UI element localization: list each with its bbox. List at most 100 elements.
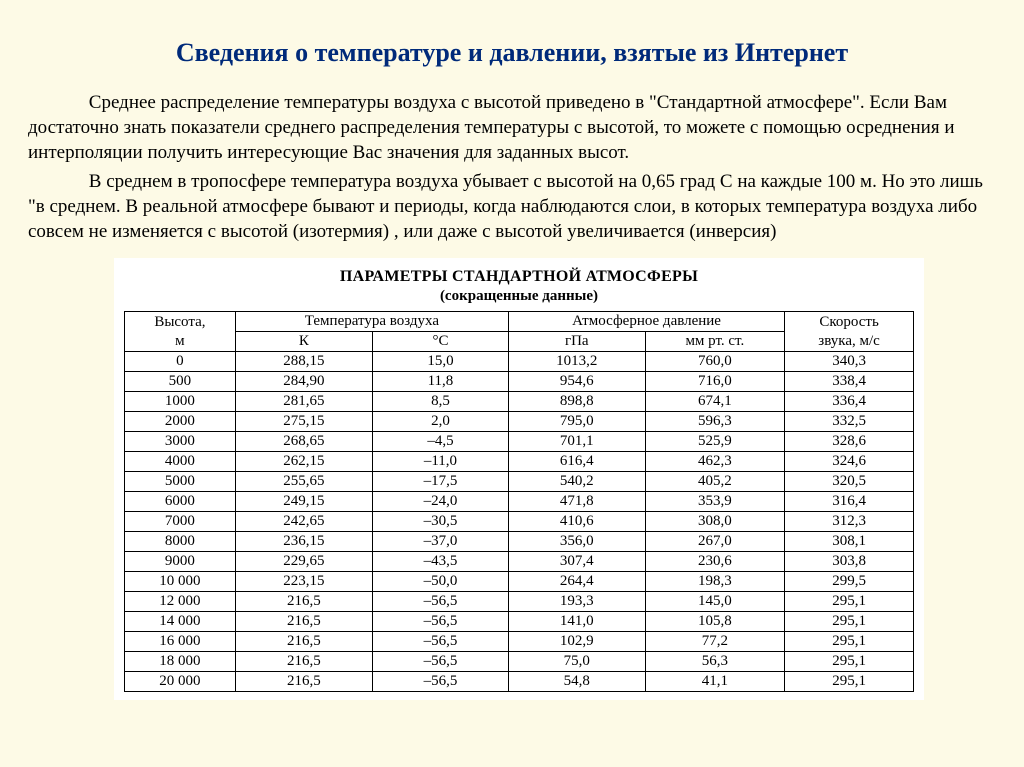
table-cell: 11,8 — [372, 372, 508, 392]
table-cell: 15,0 — [372, 352, 508, 372]
table-cell: 12 000 — [125, 592, 236, 612]
table-cell: 10 000 — [125, 572, 236, 592]
table-cell: 4000 — [125, 452, 236, 472]
table-cell: 1013,2 — [508, 352, 645, 372]
table-cell: 216,5 — [235, 612, 372, 632]
th-sound-1: Скорость — [785, 312, 914, 332]
table-cell: 105,8 — [645, 612, 785, 632]
table-cell: –56,5 — [372, 612, 508, 632]
table-row: 14 000216,5–56,5141,0105,8295,1 — [125, 612, 914, 632]
table-cell: –17,5 — [372, 472, 508, 492]
table-cell: 1000 — [125, 392, 236, 412]
table-cell: –56,5 — [372, 592, 508, 612]
table-cell: 77,2 — [645, 632, 785, 652]
table-cell: 216,5 — [235, 632, 372, 652]
table-cell: 249,15 — [235, 492, 372, 512]
table-cell: 54,8 — [508, 672, 645, 692]
table-row: 9000229,65–43,5307,4230,6303,8 — [125, 552, 914, 572]
table-cell: 2000 — [125, 412, 236, 432]
table-cell: 56,3 — [645, 652, 785, 672]
table-cell: 462,3 — [645, 452, 785, 472]
intro-para-1: Среднее распределение температуры воздух… — [28, 90, 996, 165]
table-row: 500284,9011,8954,6716,0338,4 — [125, 372, 914, 392]
table-cell: –11,0 — [372, 452, 508, 472]
table-row: 2000275,152,0795,0596,3332,5 — [125, 412, 914, 432]
table-cell: 336,4 — [785, 392, 914, 412]
table-row: 3000268,65–4,5701,1525,9328,6 — [125, 432, 914, 452]
table-cell: 8,5 — [372, 392, 508, 412]
table-cell: 616,4 — [508, 452, 645, 472]
table-cell: 281,65 — [235, 392, 372, 412]
table-cell: 540,2 — [508, 472, 645, 492]
table-cell: 3000 — [125, 432, 236, 452]
table-cell: 295,1 — [785, 672, 914, 692]
table-cell: –4,5 — [372, 432, 508, 452]
table-cell: 716,0 — [645, 372, 785, 392]
table-body: 0288,1515,01013,2760,0340,3500284,9011,8… — [125, 352, 914, 692]
table-cell: 75,0 — [508, 652, 645, 672]
table-cell: 8000 — [125, 532, 236, 552]
table-cell: 229,65 — [235, 552, 372, 572]
table-cell: 262,15 — [235, 452, 372, 472]
table-cell: 16 000 — [125, 632, 236, 652]
table-cell: 674,1 — [645, 392, 785, 412]
table-row: 8000236,15–37,0356,0267,0308,1 — [125, 532, 914, 552]
page-container: Сведения о температуре и давлении, взяты… — [0, 0, 1024, 720]
table-cell: 145,0 — [645, 592, 785, 612]
table-cell: 288,15 — [235, 352, 372, 372]
table-cell: 338,4 — [785, 372, 914, 392]
table-cell: 102,9 — [508, 632, 645, 652]
table-cell: 410,6 — [508, 512, 645, 532]
table-cell: 230,6 — [645, 552, 785, 572]
table-cell: 312,3 — [785, 512, 914, 532]
table-cell: 242,65 — [235, 512, 372, 532]
table-cell: –56,5 — [372, 632, 508, 652]
table-cell: 760,0 — [645, 352, 785, 372]
th-temp-c: °С — [372, 332, 508, 352]
th-temp-group: Температура воздуха — [235, 312, 508, 332]
table-cell: 320,5 — [785, 472, 914, 492]
table-cell: 295,1 — [785, 652, 914, 672]
page-title: Сведения о температуре и давлении, взяты… — [28, 38, 996, 68]
table-cell: 898,8 — [508, 392, 645, 412]
table-cell: 264,4 — [508, 572, 645, 592]
th-temp-k: К — [235, 332, 372, 352]
table-cell: 340,3 — [785, 352, 914, 372]
table-cell: 701,1 — [508, 432, 645, 452]
table-cell: 295,1 — [785, 592, 914, 612]
table-row: 20 000216,5–56,554,841,1295,1 — [125, 672, 914, 692]
table-cell: 0 — [125, 352, 236, 372]
table-cell: 308,1 — [785, 532, 914, 552]
table-subtitle: (сокращенные данные) — [124, 288, 914, 305]
table-cell: –30,5 — [372, 512, 508, 532]
table-cell: 20 000 — [125, 672, 236, 692]
table-cell: –56,5 — [372, 672, 508, 692]
table-title: ПАРАМЕТРЫ СТАНДАРТНОЙ АТМОСФЕРЫ — [124, 268, 914, 286]
table-cell: 275,15 — [235, 412, 372, 432]
table-cell: 295,1 — [785, 612, 914, 632]
table-cell: 795,0 — [508, 412, 645, 432]
table-cell: –24,0 — [372, 492, 508, 512]
table-cell: 324,6 — [785, 452, 914, 472]
table-cell: 954,6 — [508, 372, 645, 392]
table-cell: 223,15 — [235, 572, 372, 592]
table-cell: 299,5 — [785, 572, 914, 592]
table-container: ПАРАМЕТРЫ СТАНДАРТНОЙ АТМОСФЕРЫ (сокраще… — [114, 258, 924, 700]
table-cell: 9000 — [125, 552, 236, 572]
table-cell: 316,4 — [785, 492, 914, 512]
header-row-1: Высота, Температура воздуха Атмосферное … — [125, 312, 914, 332]
table-cell: 267,0 — [645, 532, 785, 552]
table-cell: 307,4 — [508, 552, 645, 572]
table-cell: 2,0 — [372, 412, 508, 432]
th-press-group: Атмосферное давление — [508, 312, 784, 332]
table-row: 5000255,65–17,5540,2405,2320,5 — [125, 472, 914, 492]
table-cell: 18 000 — [125, 652, 236, 672]
table-cell: 198,3 — [645, 572, 785, 592]
table-cell: 216,5 — [235, 592, 372, 612]
table-cell: –56,5 — [372, 652, 508, 672]
table-cell: 41,1 — [645, 672, 785, 692]
header-row-2: м К °С гПа мм рт. ст. звука, м/с — [125, 332, 914, 352]
table-cell: 193,3 — [508, 592, 645, 612]
table-cell: 328,6 — [785, 432, 914, 452]
table-row: 10 000223,15–50,0264,4198,3299,5 — [125, 572, 914, 592]
